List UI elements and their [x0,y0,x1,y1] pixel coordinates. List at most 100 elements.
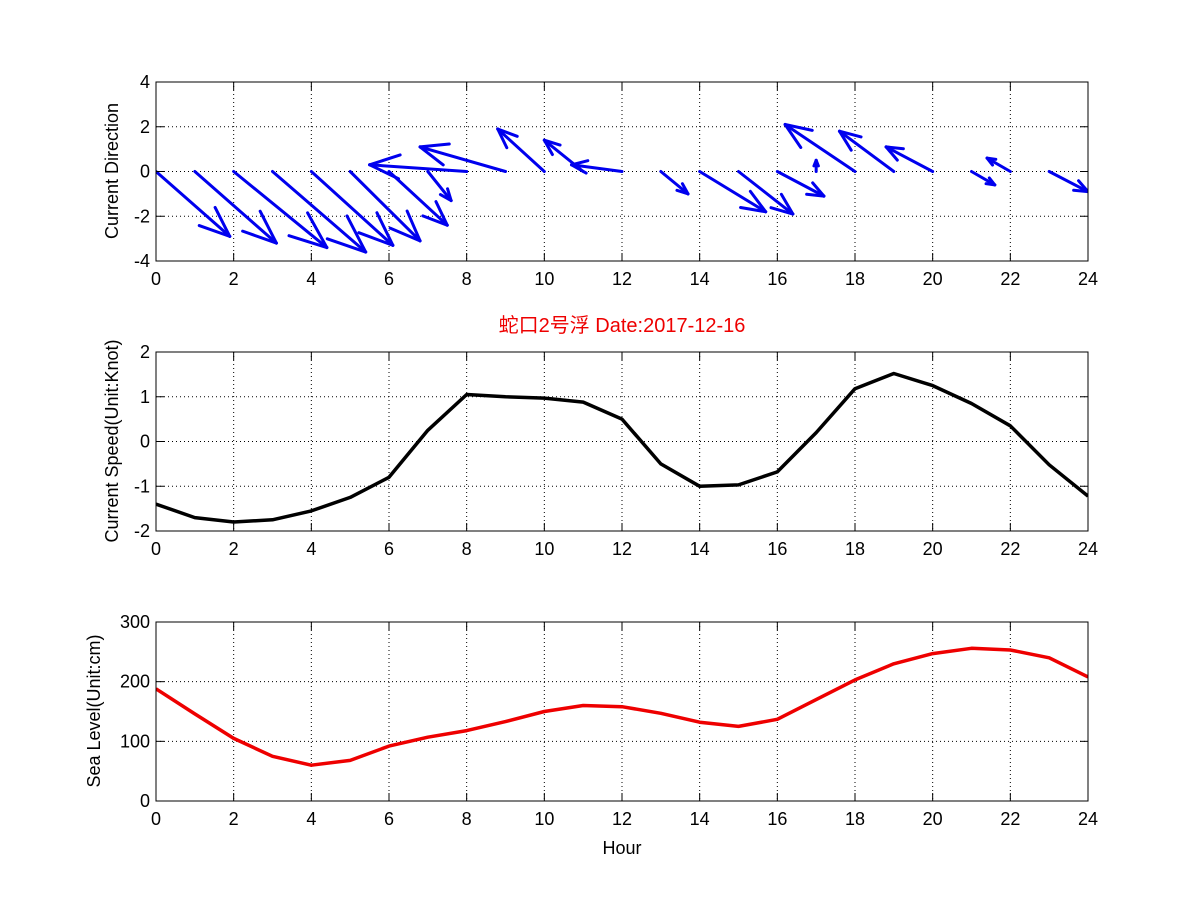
current-direction-ylabel: Current Direction [102,103,122,239]
sea-level-xtick-label: 16 [767,809,787,829]
current-arrow-head [675,188,690,196]
current-arrow-head [884,145,905,151]
current-arrow-head [213,205,232,238]
current-direction-ytick-label: -4 [134,251,150,271]
current-arrow-shaft [232,170,329,250]
current-arrow-head [984,182,997,187]
sea-level-xtick-label: 18 [845,809,865,829]
sea-level-xtick-label: 20 [923,809,943,829]
current-arrow-head [287,234,329,250]
current-arrow [698,170,768,214]
current-arrow-head [418,142,451,149]
current-speed-xtick-label: 14 [690,539,710,559]
current-speed-xtick-label: 24 [1078,539,1098,559]
current-arrow-shaft [368,163,469,173]
current-arrow [837,129,896,173]
current-arrow-head [434,200,449,227]
sea-level-ytick-label: 0 [140,791,150,811]
current-arrow-head [258,209,278,245]
current-arrow-head [837,129,863,139]
current-speed-xtick-label: 4 [306,539,316,559]
current-direction-xtick-label: 8 [462,269,472,289]
current-arrow [348,170,422,243]
current-arrow-shaft [426,170,453,203]
current-direction-ytick-label: 0 [140,162,150,182]
current-arrow-head [837,129,853,152]
current-arrow-shaft [193,170,278,245]
current-arrow-head [345,214,368,254]
current-arrow-shaft [156,170,232,238]
current-direction-xtick-label: 2 [229,269,239,289]
current-direction-arrows [156,123,1088,254]
current-arrow-head [306,211,329,250]
current-arrow-shaft [837,129,896,173]
current-direction-ytick-label: 2 [140,117,150,137]
current-arrow [426,170,453,203]
current-speed-xtick-label: 12 [612,539,632,559]
current-arrow-shaft [698,170,768,214]
current-direction-xtick-label: 22 [1000,269,1020,289]
current-arrow [309,170,395,247]
current-speed-ytick-label: 2 [140,342,150,362]
sea-level-line [156,646,1088,767]
current-arrow-shaft [783,123,857,173]
current-speed-xtick-label: 0 [151,539,161,559]
current-arrow-shaft [271,170,368,254]
current-arrow [737,170,795,216]
current-arrow-head [241,229,278,245]
current-arrow-head [542,138,562,147]
current-arrow-head [783,123,803,149]
current-arrow [1047,170,1088,194]
current-arrow [271,170,368,254]
current-arrow-shaft [418,145,507,173]
current-direction-ytick-label: -2 [134,206,150,226]
current-arrow-shaft [387,170,449,227]
sea-level-xtick-label: 2 [229,809,239,829]
current-speed-ytick-label: -1 [134,476,150,496]
current-arrow [970,170,997,187]
sea-level-xtick-label: 24 [1078,809,1098,829]
current-arrow [418,142,507,173]
sea-level-grid [156,622,1088,801]
current-arrow-shaft [737,170,795,216]
current-arrow-head [783,123,814,132]
current-arrow [775,170,826,198]
current-arrow-head [1072,188,1088,194]
current-arrow-head [496,127,509,150]
current-arrow [570,159,624,175]
current-speed-ytick-label: -2 [134,521,150,541]
current-speed-panel: 蛇口2号浮 Date:2017-12-16 0 2 4 6 8 10 12 14 16 18 20 2… [102,314,1098,559]
current-speed-xtick-label: 16 [767,539,787,559]
current-direction-xtick-label: 4 [306,269,316,289]
current-arrow-head [570,163,588,175]
sea-level-xtick-label: 22 [1000,809,1020,829]
current-arrow-head [985,156,998,161]
current-arrow-shaft [659,170,690,196]
current-arrow-head [368,153,402,167]
current-speed-grid [156,352,1088,531]
current-speed-xtick-label: 22 [1000,539,1020,559]
current-arrow-shaft [570,163,624,173]
current-speed-xtick-label: 20 [923,539,943,559]
current-arrow [368,153,469,181]
sea-level-xtick-label: 6 [384,809,394,829]
current-direction-xtick-label: 18 [845,269,865,289]
current-arrow-head [542,138,554,157]
current-speed-ytick-label: 1 [140,387,150,407]
current-arrow-head [884,145,899,162]
sea-level-series [156,646,1088,767]
current-speed-xtick-label: 10 [534,539,554,559]
current-arrow-shaft [970,170,997,187]
current-arrow [812,158,820,173]
current-speed-ytick-label: 0 [140,432,150,452]
current-arrow [783,123,857,173]
current-arrow [496,127,546,173]
current-arrow-head [805,192,826,198]
current-arrow-shaft [775,170,826,198]
sea-level-xtick-label: 12 [612,809,632,829]
current-speed-ylabel: Current Speed(Unit:Knot) [102,339,122,542]
